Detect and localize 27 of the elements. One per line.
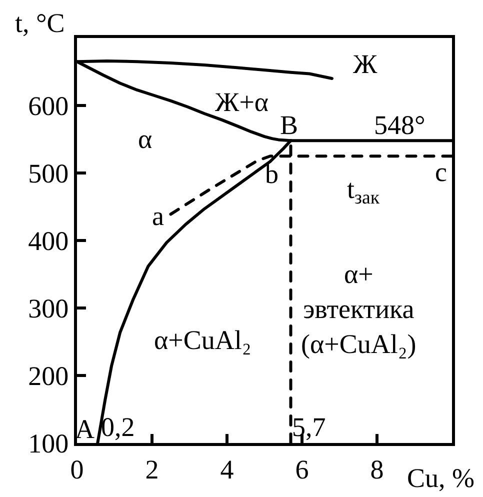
y-tick-label: 100 — [28, 428, 69, 458]
x-axis-title: Cu, % — [407, 463, 474, 493]
y-tick-label: 300 — [28, 293, 69, 324]
y-tick-label: 200 — [28, 360, 69, 391]
annotation: B — [280, 110, 298, 140]
x-tick-label: 4 — [220, 454, 234, 484]
x-tick-label: 6 — [295, 454, 309, 484]
annotation: α+CuAl₂ — [154, 325, 252, 355]
annotation: c — [435, 157, 447, 187]
annotation: 0,2 — [101, 412, 135, 442]
x-tick-label: 0 — [70, 454, 84, 484]
annotation: A — [75, 414, 95, 444]
annotation: 548° — [374, 110, 426, 140]
x-tick-label: 2 — [145, 454, 159, 484]
annotation: a — [152, 201, 164, 231]
annotation: Ж — [353, 49, 378, 79]
annotation: 5,7 — [292, 412, 326, 442]
y-tick-label: 400 — [28, 226, 69, 256]
y-axis-title: t, °C — [15, 8, 65, 38]
annotation: b — [265, 159, 278, 189]
annotation: α+ эвтектика (α+CuAl₂) — [301, 259, 416, 360]
y-tick-label: 600 — [28, 90, 69, 121]
x-tick-label: 8 — [370, 454, 384, 484]
y-tick-label: 500 — [28, 158, 69, 188]
annotation: α — [138, 124, 152, 154]
annotation: Ж+α — [215, 87, 269, 117]
annotation: t$_{зак}$ — [347, 174, 380, 209]
